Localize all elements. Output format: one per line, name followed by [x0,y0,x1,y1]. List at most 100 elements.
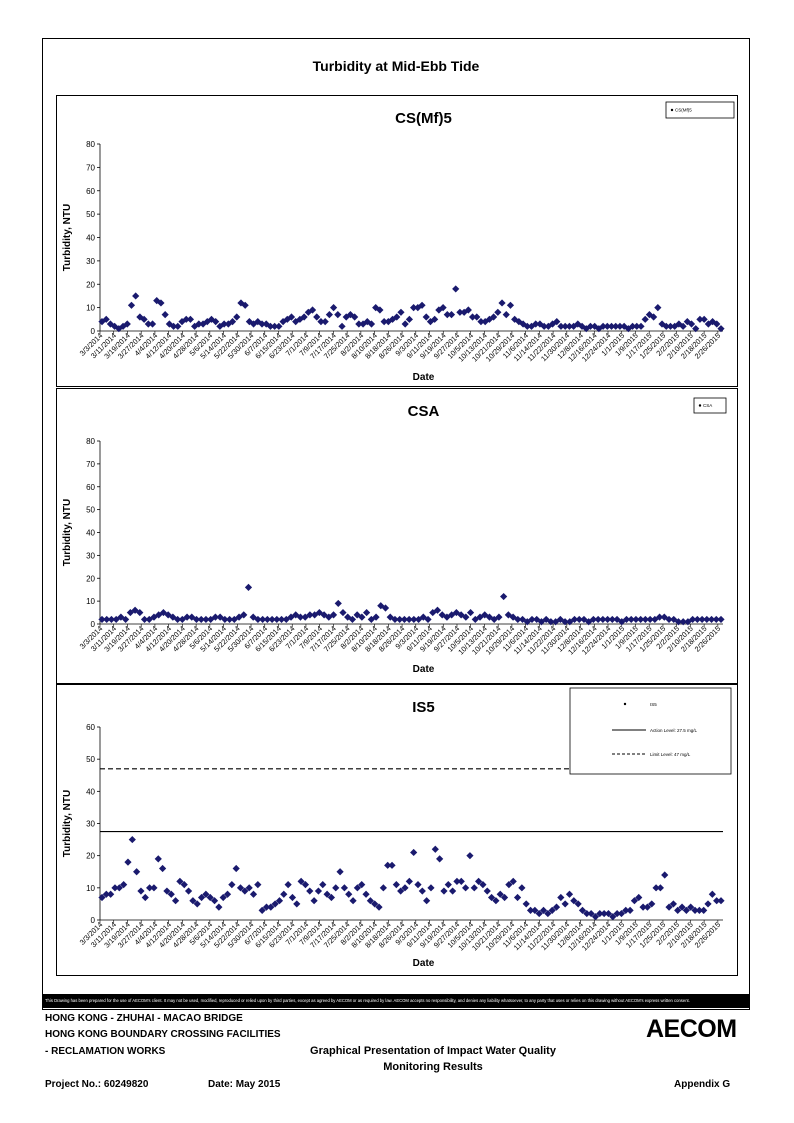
data-point [626,906,634,914]
legend-box [665,101,735,119]
data-point [613,909,621,918]
data-point [367,320,376,328]
data-point [665,615,673,624]
data-point [191,322,199,330]
y-tick-label: 70 [86,163,95,172]
data-point [687,320,696,328]
legend-label: Limit Level: 47 mg/L [650,752,691,757]
data-point [518,884,526,892]
data-point [345,890,353,898]
data-point [392,881,400,889]
data-point [186,315,195,323]
data-point [431,845,439,853]
data-point [362,890,370,898]
data-point [707,615,716,624]
project-number: Project No.: 60249820 [45,1079,149,1090]
data-point [136,608,144,617]
data-point [708,890,716,898]
data-point [604,909,613,918]
data-point [148,320,157,328]
data-point [506,301,515,309]
data-point [483,887,491,895]
data-point [340,884,349,892]
data-point [633,322,641,330]
y-tick-label: 30 [86,551,95,560]
data-point [102,890,110,898]
data-point [427,884,435,892]
y-tick-label: 50 [86,506,95,515]
data-point [570,322,578,330]
data-point [422,313,430,321]
data-point [225,615,234,624]
data-point [552,618,560,626]
project-line-1: HONG KONG - ZHUHAI - MACAO BRIDGE [45,1013,243,1024]
x-axis-label: Date [413,372,435,383]
data-point [540,322,548,330]
data-point [275,322,283,330]
legend-marker [623,702,627,706]
data-point [184,887,193,895]
data-point [654,304,662,312]
data-point [439,304,447,312]
data-point [388,861,396,869]
data-point [693,615,701,624]
data-point [596,909,604,918]
data-point [675,320,683,328]
data-point [216,322,224,330]
data-point [671,322,679,330]
data-point [583,909,591,918]
y-tick-label: 50 [86,755,95,764]
data-point [275,897,284,905]
y-axis-label: Turbidity, NTU [62,499,73,566]
data-point [557,893,565,902]
data-point [591,322,599,330]
data-point [599,322,607,330]
data-point [561,618,569,626]
x-axis-label: Date [413,958,435,969]
data-point [310,897,318,905]
data-point [314,887,323,895]
data-point [462,884,470,892]
y-tick-label: 10 [86,304,95,313]
data-point [339,608,347,617]
data-point [171,897,180,905]
data-point [376,306,384,314]
data-point [476,613,484,621]
data-point [137,887,145,895]
chart-title: CSA [408,403,440,420]
data-point [527,322,536,330]
data-point [349,897,357,905]
data-point [468,313,477,321]
data-point [641,315,649,323]
data-point [556,615,564,624]
data-point [617,909,626,918]
data-point [635,893,643,902]
data-point [589,615,598,624]
data-point [258,320,266,328]
legend-box [693,397,727,414]
data-point [266,322,275,330]
data-point [627,615,635,624]
data-point [271,900,279,908]
data-point [192,615,201,624]
appendix-label: Appendix G [674,1079,731,1090]
project-line-2: HONG KONG BOUNDARY CROSSING FACILITIES [45,1029,281,1040]
data-point [102,315,110,323]
data-point [410,304,418,312]
chart-title: CS(Mf)5 [395,110,452,127]
data-point [700,315,708,323]
data-point [133,868,141,876]
data-point [599,615,607,624]
data-point [342,313,350,321]
data-point [616,322,624,330]
data-point [637,615,645,624]
data-point [157,299,165,307]
y-tick-label: 20 [86,852,95,861]
data-point [473,313,481,321]
data-point [539,906,548,914]
data-point [254,881,262,889]
data-point [202,890,210,898]
data-point [698,615,706,624]
